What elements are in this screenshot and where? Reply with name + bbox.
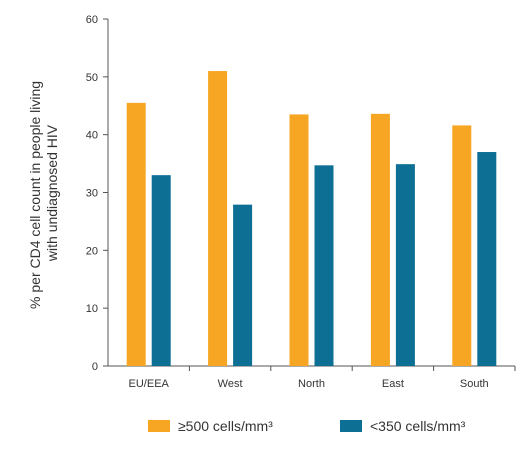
- y-axis-title-line-2: with undiagnosed HIV: [44, 124, 60, 262]
- x-tick-label: South: [460, 378, 489, 390]
- bar-ge500-north: [289, 114, 309, 366]
- legend-item-500: ≥500 cells/mm³: [148, 418, 273, 434]
- legend-item-350: <350 cells/mm³: [340, 418, 465, 434]
- legend-label-500: ≥500 cells/mm³: [178, 418, 273, 434]
- bar-lt350-north: [314, 165, 334, 366]
- y-tick-label: 30: [86, 188, 98, 200]
- y-axis-title-line-1: % per CD4 cell count in people living: [27, 81, 43, 309]
- x-tick-label: North: [298, 378, 325, 390]
- y-tick-label: 50: [86, 72, 98, 84]
- legend-swatch-blue: [340, 420, 362, 432]
- y-tick-label: 20: [86, 245, 98, 257]
- bar-lt350-south: [477, 152, 497, 366]
- legend-swatch-orange: [148, 420, 170, 432]
- legend: ≥500 cells/mm³ <350 cells/mm³: [0, 418, 527, 438]
- x-tick-label: West: [218, 378, 243, 390]
- y-tick-label: 10: [86, 303, 98, 315]
- bar-ge500-west: [208, 71, 228, 367]
- y-tick-label: 40: [86, 130, 98, 142]
- y-tick-label: 60: [86, 14, 98, 26]
- y-axis: 0 10 20 30 40 50 60: [86, 14, 109, 373]
- bar-lt350-eueea: [151, 175, 171, 366]
- x-tick-label: EU/EEA: [129, 378, 170, 390]
- bar-lt350-east: [395, 164, 415, 366]
- bar-lt350-west: [233, 204, 253, 366]
- bar-ge500-south: [452, 125, 472, 366]
- bar-ge500-eueea: [126, 102, 146, 366]
- y-tick-label: 0: [92, 361, 98, 373]
- bar-ge500-east: [370, 113, 390, 366]
- legend-label-350: <350 cells/mm³: [370, 418, 466, 434]
- y-axis-title: % per CD4 cell count in people living wi…: [27, 77, 60, 309]
- bars: [126, 71, 497, 367]
- x-tick-label: East: [382, 378, 404, 390]
- x-axis: EU/EEA West North East South: [108, 365, 516, 390]
